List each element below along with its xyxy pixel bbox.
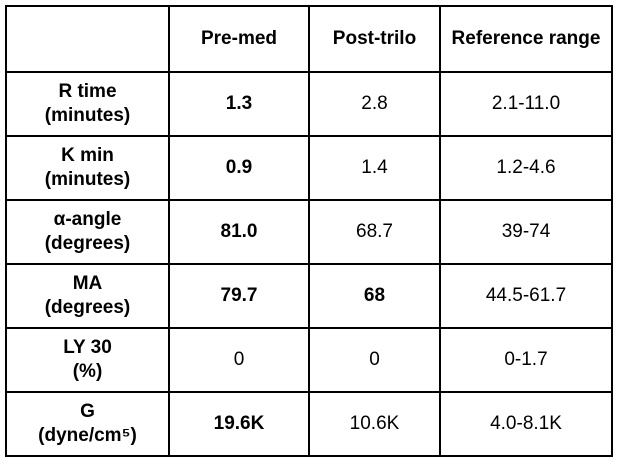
row-label-k-min: K min (minutes): [5, 135, 170, 201]
row-label-ly30: LY 30 (%): [5, 327, 170, 393]
row-ma: MA (degrees) 79.7 68 44.5-61.7: [5, 263, 613, 329]
cell-ly30-reference: 0-1.7: [439, 327, 613, 393]
cell-g-reference: 4.0-8.1K: [439, 391, 613, 457]
cell-alpha-angle-reference: 39-74: [439, 199, 613, 265]
cell-ma-pre-med: 79.7: [168, 263, 310, 329]
parameter-name: α-angle: [53, 209, 122, 231]
parameter-name: G: [80, 401, 95, 423]
row-ly30: LY 30 (%) 0 0 0-1.7: [5, 327, 613, 393]
col-header-post-trilo: Post-trilo: [308, 5, 441, 73]
row-label-alpha-angle: α-angle (degrees): [5, 199, 170, 265]
parameter-unit: (degrees): [44, 233, 131, 254]
parameter-name: LY 30: [63, 337, 112, 359]
row-k-min: K min (minutes) 0.9 1.4 1.2-4.6: [5, 135, 613, 201]
cell-ly30-post-trilo: 0: [308, 327, 441, 393]
cell-k-min-pre-med: 0.9: [168, 135, 310, 201]
cell-alpha-angle-pre-med: 81.0: [168, 199, 310, 265]
header-row: Pre-med Post-trilo Reference range: [5, 5, 613, 73]
parameter-name: R time: [58, 81, 117, 103]
parameter-unit: (minutes): [44, 169, 131, 190]
cell-k-min-reference: 1.2-4.6: [439, 135, 613, 201]
col-header-pre-med: Pre-med: [168, 5, 310, 73]
cell-r-time-post-trilo: 2.8: [308, 71, 441, 137]
row-label-r-time: R time (minutes): [5, 71, 170, 137]
parameter-name: K min: [61, 145, 114, 167]
parameter-unit: (%): [72, 361, 103, 382]
cell-g-pre-med: 19.6K: [168, 391, 310, 457]
parameter-unit: (degrees): [44, 297, 131, 318]
cell-k-min-post-trilo: 1.4: [308, 135, 441, 201]
parameter-name: MA: [72, 273, 103, 295]
row-label-ma: MA (degrees): [5, 263, 170, 329]
cell-alpha-angle-post-trilo: 68.7: [308, 199, 441, 265]
parameter-unit: (dyne/cm⁵): [38, 425, 137, 446]
cell-ma-reference: 44.5-61.7: [439, 263, 613, 329]
cell-g-post-trilo: 10.6K: [308, 391, 441, 457]
parameter-unit: (minutes): [44, 105, 131, 126]
col-header-reference-range: Reference range: [439, 5, 613, 73]
cell-ma-post-trilo: 68: [308, 263, 441, 329]
row-alpha-angle: α-angle (degrees) 81.0 68.7 39-74: [5, 199, 613, 265]
row-r-time: R time (minutes) 1.3 2.8 2.1-11.0: [5, 71, 613, 137]
row-label-g: G (dyne/cm⁵): [5, 391, 170, 457]
teg-results-table: Pre-med Post-trilo Reference range R tim…: [5, 5, 613, 457]
row-g: G (dyne/cm⁵) 19.6K 10.6K 4.0-8.1K: [5, 391, 613, 457]
cell-ly30-pre-med: 0: [168, 327, 310, 393]
cell-r-time-pre-med: 1.3: [168, 71, 310, 137]
corner-cell: [5, 5, 170, 73]
cell-r-time-reference: 2.1-11.0: [439, 71, 613, 137]
